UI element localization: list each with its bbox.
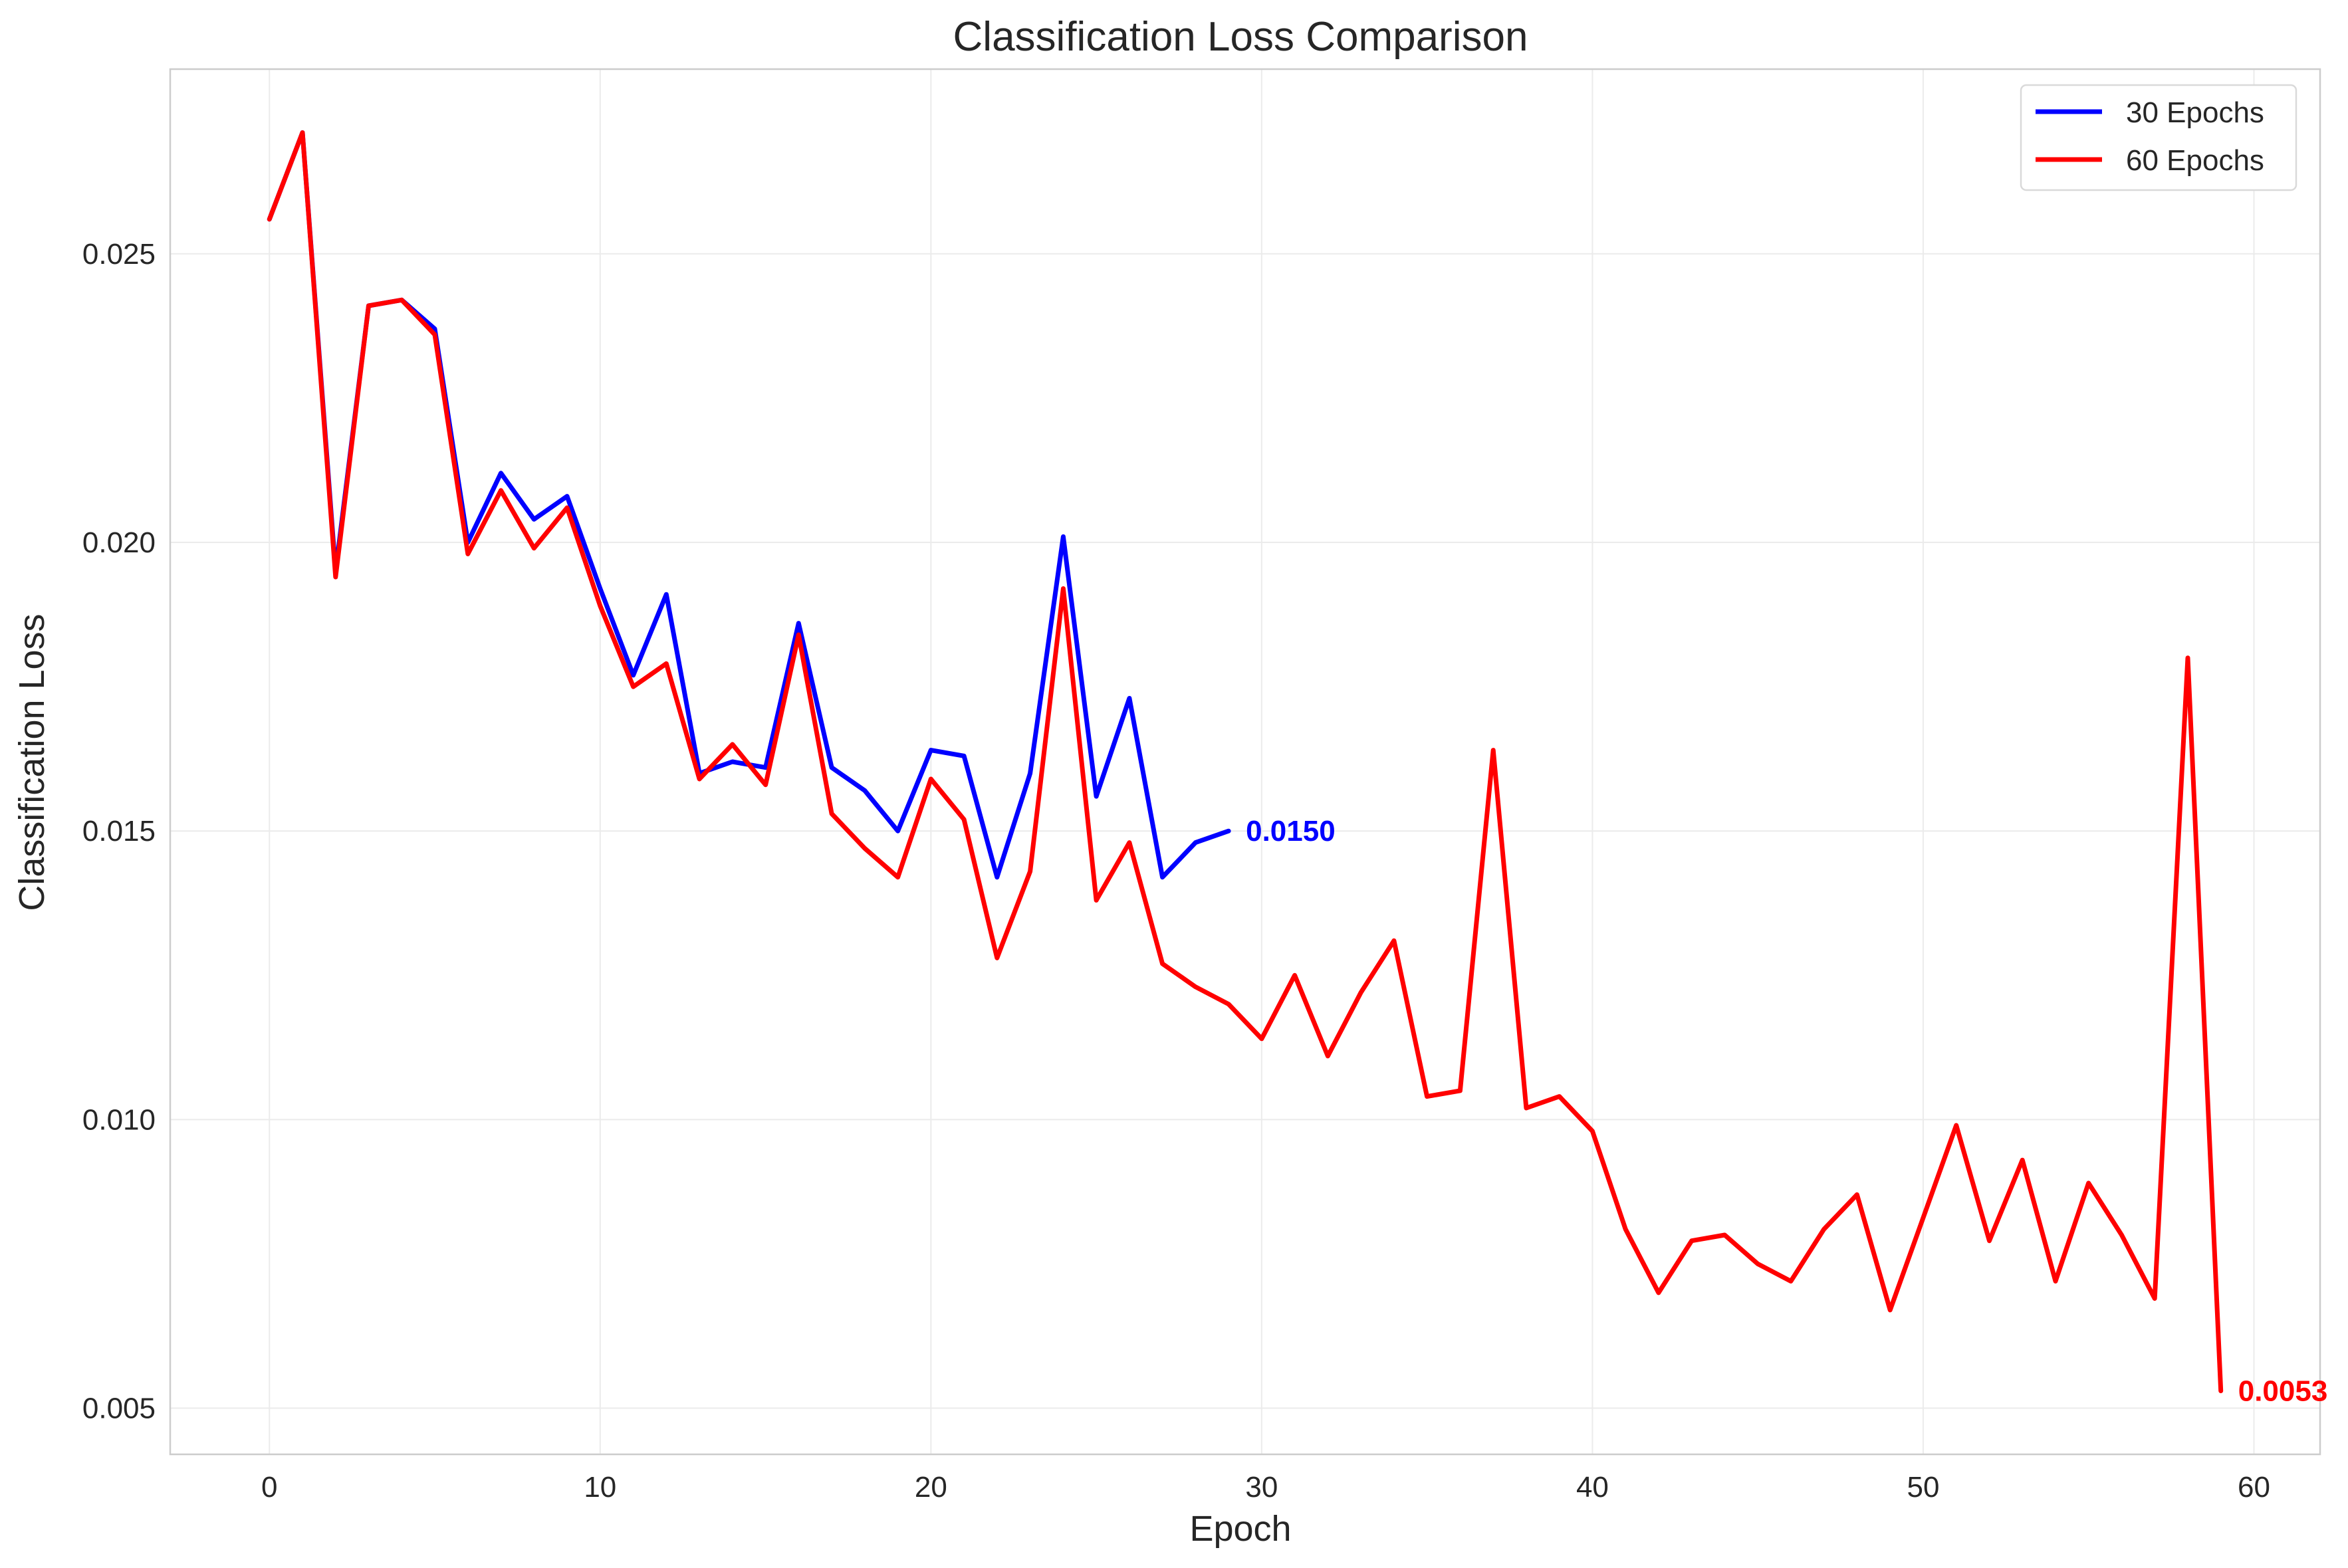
legend-label-60-epochs: 60 Epochs [2126, 144, 2264, 177]
y-tick-label: 0.020 [82, 526, 156, 559]
end-labels: 0.0150 0.0053 [1246, 815, 2327, 1407]
plot-area-frame [169, 68, 2321, 1456]
x-tick-label: 60 [2238, 1471, 2270, 1504]
y-tick-label: 0.010 [82, 1103, 156, 1136]
x-tick-label: 10 [584, 1471, 616, 1504]
series-line-60-epochs [267, 130, 2224, 1393]
x-tick-label: 40 [1576, 1471, 1609, 1504]
x-tick-label: 0 [261, 1471, 277, 1504]
y-tick-label: 0.025 [82, 238, 156, 271]
series-lines [267, 130, 2224, 1393]
x-tick-label: 50 [1907, 1471, 1939, 1504]
y-tick-label: 0.005 [82, 1393, 156, 1425]
y-tick-label: 0.015 [82, 815, 156, 847]
legend: 30 Epochs 60 Epochs [2020, 84, 2297, 191]
y-axis-label: Classification Loss [12, 614, 52, 911]
x-tick-label: 30 [1245, 1471, 1278, 1504]
x-axis-label: Epoch [1189, 1509, 1291, 1549]
x-tick-label: 20 [915, 1471, 947, 1504]
end-label-30-epochs: 0.0150 [1246, 815, 1336, 847]
legend-label-30-epochs: 30 Epochs [2126, 96, 2264, 129]
end-label-60-epochs: 0.0053 [2238, 1375, 2328, 1407]
chart-title: Classification Loss Comparison [953, 14, 1528, 60]
axis-ticks: 0 10 20 30 40 50 60 0.005 0.010 0.015 0.020 0.025 [82, 238, 2270, 1504]
